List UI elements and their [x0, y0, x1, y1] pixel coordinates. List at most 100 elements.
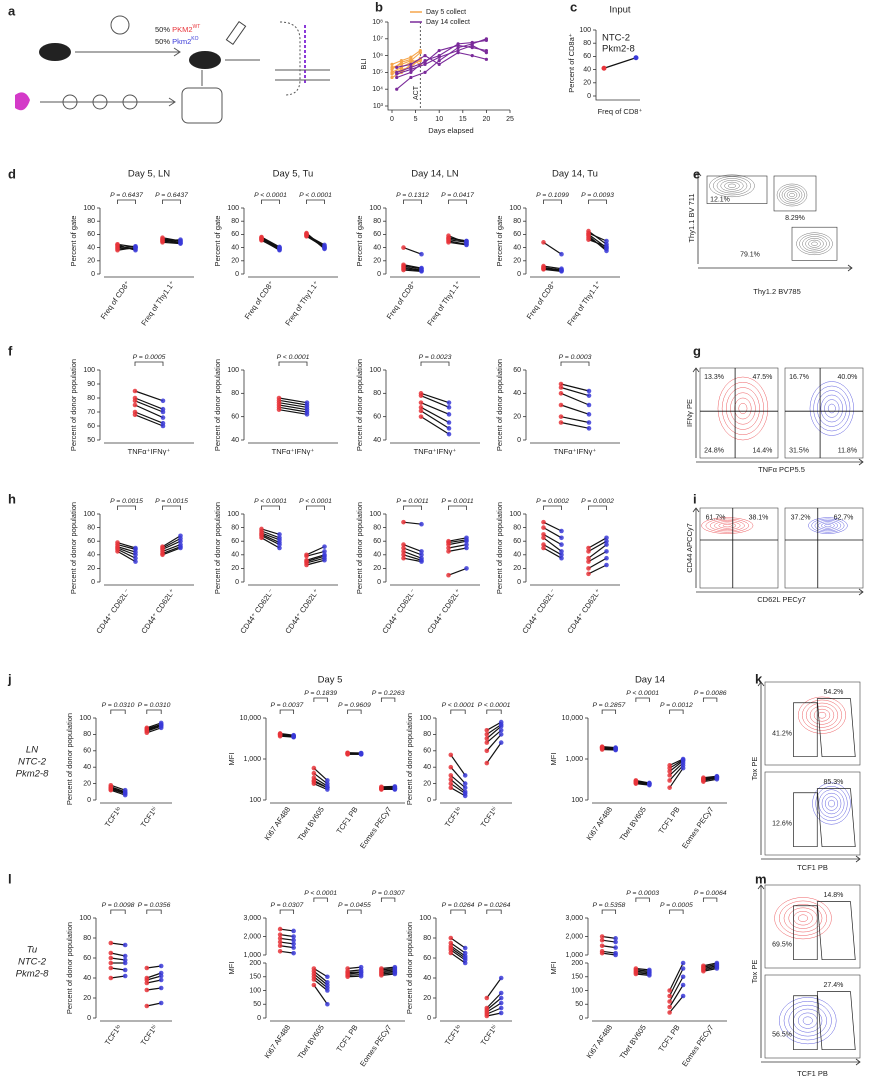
point — [437, 59, 441, 63]
pair-line — [543, 544, 562, 556]
point — [409, 57, 413, 61]
point-ntc — [311, 982, 317, 988]
plot-frame — [764, 681, 861, 766]
p-value: P = 0.0011 — [441, 498, 474, 505]
point — [437, 48, 441, 53]
point-ntc — [667, 773, 672, 778]
pair-line — [110, 952, 126, 957]
bracket — [347, 909, 362, 914]
annotation-label: ACT — [413, 85, 420, 100]
pair-line — [146, 1002, 162, 1007]
bracket — [702, 697, 718, 702]
pair-line — [448, 539, 467, 544]
y-tick-label: 100 — [249, 797, 261, 804]
plot-frame — [764, 974, 861, 1059]
group-label: CD44⁺ CD62L⁻ — [380, 587, 418, 635]
y-tick-label: 80 — [513, 524, 521, 531]
point-pkm — [462, 793, 468, 799]
point-pkm — [464, 238, 469, 244]
pair-line — [588, 232, 607, 242]
point — [418, 59, 422, 63]
pair-line — [403, 269, 422, 272]
point-ntc — [304, 231, 309, 237]
chart-title: Input — [609, 5, 630, 16]
gate — [793, 901, 856, 961]
y-tick-label: 60 — [231, 538, 239, 545]
point-ntc — [448, 777, 454, 782]
y-tick-label: 100 — [369, 367, 381, 374]
point-pkm — [464, 545, 469, 551]
bracket — [486, 709, 502, 714]
plot-frame — [699, 507, 779, 589]
point-ntc — [446, 549, 451, 554]
group-label: Eomes PECy7 — [680, 1023, 715, 1068]
schematic: 50% PKM2WT 50% Pkm2KO — [15, 15, 330, 124]
point-ntc — [448, 950, 454, 956]
point-ntc — [304, 553, 309, 559]
point-pkm — [680, 960, 686, 966]
p-value: P = 0.0307 — [270, 902, 303, 909]
y-tick-label: 100 — [571, 797, 583, 804]
pair-line — [110, 788, 126, 795]
contour — [796, 232, 833, 256]
point-ntc — [446, 572, 451, 578]
point-pkm — [291, 937, 296, 943]
group-label: CD44⁺ CD62L⁺ — [565, 587, 603, 635]
syringe — [225, 20, 247, 46]
y-tick-label: 40 — [231, 552, 239, 559]
pair-line — [588, 544, 607, 559]
contour — [786, 191, 798, 199]
pair-line — [588, 537, 607, 549]
point — [390, 62, 394, 66]
gate-percent: 24.8% — [704, 448, 724, 455]
point-pkm — [419, 251, 424, 257]
point — [418, 48, 422, 53]
gate-percent: 79.1% — [740, 252, 760, 259]
bracket — [448, 199, 467, 204]
point-pkm — [122, 973, 128, 979]
point-ntc — [311, 770, 317, 776]
point-ntc — [599, 950, 605, 956]
point — [423, 59, 427, 63]
point-ntc — [484, 732, 490, 737]
gate-percent: 85.3% — [823, 779, 843, 786]
y-tick-label: 40 — [513, 244, 521, 251]
point-pkm — [419, 265, 424, 271]
point-ntc — [277, 732, 283, 738]
point-pkm — [647, 781, 652, 786]
y-tick-label: 0 — [235, 579, 239, 586]
y-tick-label: 60 — [231, 414, 239, 421]
point-ntc — [586, 549, 591, 554]
point-pkm — [680, 993, 686, 999]
pair-line — [313, 979, 328, 991]
point-pkm — [325, 785, 330, 790]
point-ntc — [484, 728, 490, 733]
point-ntc — [448, 773, 454, 778]
pair-line — [669, 968, 684, 997]
pair-line — [306, 546, 325, 556]
bracket — [146, 709, 162, 714]
point-pkm — [613, 745, 618, 751]
point-ntc — [667, 999, 672, 1004]
p-value: P = 0.1839 — [304, 690, 337, 697]
y-tick-label: 60 — [513, 231, 521, 238]
group-label: CD44⁺ CD62L⁺ — [139, 587, 177, 635]
point-ntc — [108, 940, 114, 946]
point — [409, 70, 413, 74]
pair-line — [669, 976, 684, 1002]
pair-line — [313, 976, 328, 989]
group-label: TCF1ʰⁱ — [479, 1023, 500, 1047]
pair-line — [146, 723, 162, 730]
contour — [809, 381, 854, 436]
contour — [783, 1001, 832, 1041]
p-value: P = 0.0002 — [536, 498, 569, 505]
contour — [827, 403, 836, 414]
point-pkm — [277, 542, 282, 547]
bracket — [313, 897, 328, 902]
plot-frame — [764, 771, 861, 856]
point-ntc — [484, 748, 490, 754]
x-tick-label: 20 — [483, 116, 491, 123]
pair-line — [306, 550, 325, 557]
pair-line — [162, 238, 181, 242]
flow-x-label: Thy1.2 BV785 — [753, 287, 801, 296]
